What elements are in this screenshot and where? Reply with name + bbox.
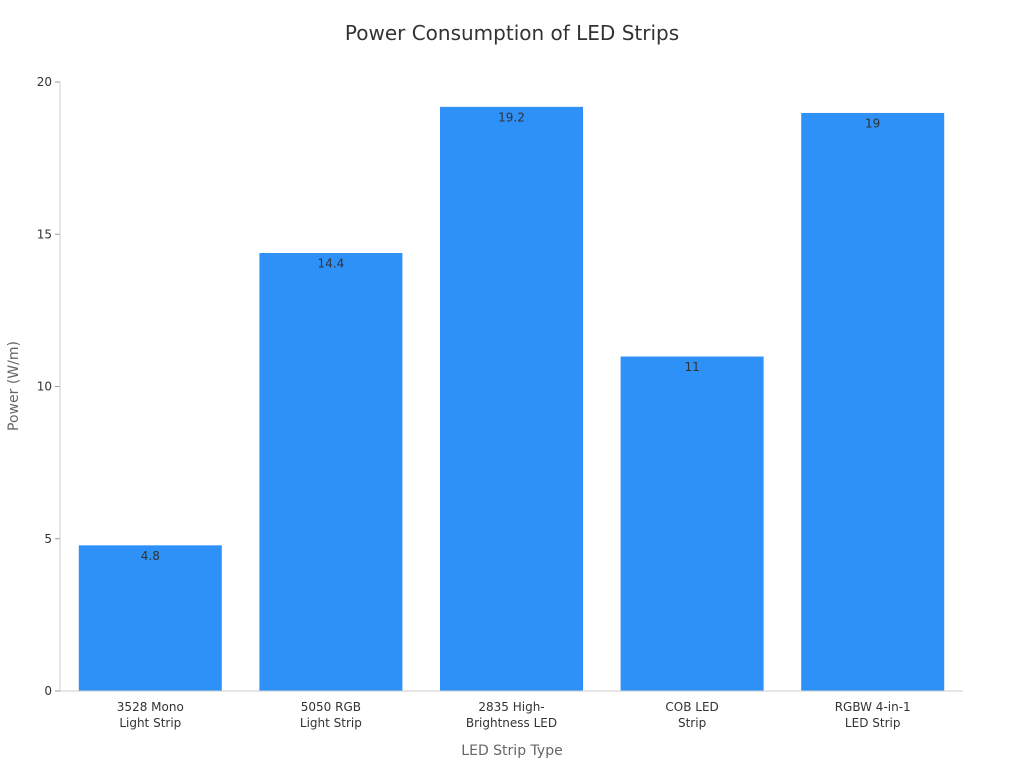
x-tick-label: 3528 Mono Light Strip <box>117 700 184 730</box>
bar <box>439 105 584 692</box>
bar <box>258 252 404 692</box>
bar-value-label: 14.4 <box>318 257 345 271</box>
y-tick-label: 0 <box>44 684 52 698</box>
x-axis-labels: 3528 Mono Light Strip 5050 RGB Light Strip 2… <box>117 700 911 730</box>
y-axis-title: Power (W/m) <box>6 341 22 431</box>
y-axis-ticks: 0 5 10 15 20 <box>37 75 60 698</box>
x-tick-label: COB LED Strip <box>665 700 718 730</box>
bar <box>77 544 223 692</box>
chart-title: Power Consumption of LED Strips <box>345 21 679 45</box>
bar <box>619 355 765 692</box>
bar-value-label: 4.8 <box>141 549 160 563</box>
y-tick-label: 20 <box>37 75 52 89</box>
bar-value-label: 19.2 <box>498 110 525 124</box>
y-tick-label: 10 <box>37 380 52 394</box>
x-axis-title: LED Strip Type <box>461 743 562 759</box>
x-tick-label: RGBW 4-in-1 LED Strip <box>835 700 911 730</box>
bar-value-label: 19 <box>865 116 880 130</box>
y-tick-label: 15 <box>37 227 52 241</box>
bar-value-label: 11 <box>684 360 699 374</box>
bar <box>800 111 946 692</box>
x-tick-label: 2835 High-Brightness LED <box>466 700 557 730</box>
x-tick-label: 5050 RGB Light Strip <box>300 700 362 730</box>
bars-group: 4.8 14.4 19.2 11 19 <box>77 105 946 692</box>
y-tick-label: 5 <box>44 532 52 546</box>
